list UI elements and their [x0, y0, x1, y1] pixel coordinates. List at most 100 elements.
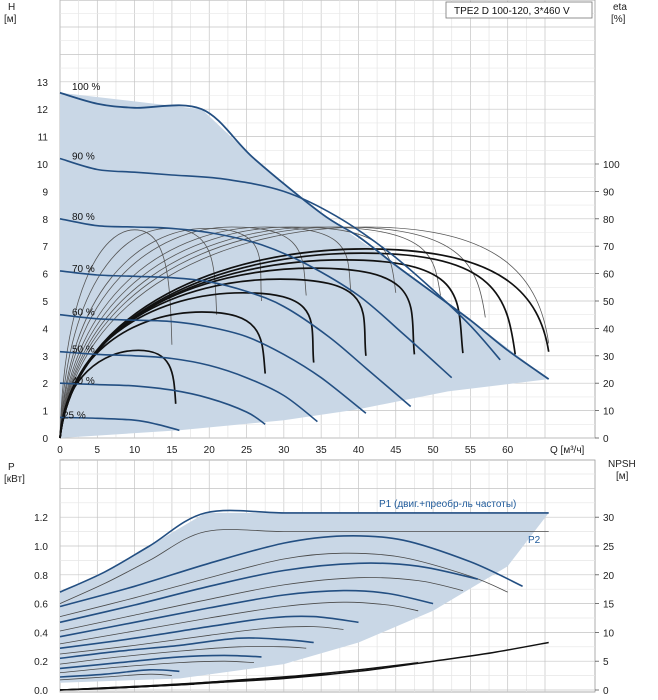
power-axis-title: P [8, 462, 15, 473]
head-tick-label: 6 [42, 270, 48, 281]
npsh-tick-label: 0 [603, 686, 609, 697]
npsh-tick-label: 10 [603, 628, 615, 639]
eta-curve-thin [59, 226, 352, 439]
speed-label: 60 % [72, 308, 95, 319]
eta-curve-thin [59, 226, 441, 439]
p1-series-label: P1 (двиг.+преобр-ль частоты) [379, 498, 516, 510]
head-tick-label: 4 [42, 324, 48, 335]
p1-curve [59, 637, 314, 660]
eta-curve-bold [59, 248, 550, 439]
p2-curve [59, 673, 172, 681]
speed-curve [59, 270, 412, 408]
eta-curve-thin [59, 226, 550, 439]
npsh-curves [59, 641, 549, 691]
speed-curve [59, 91, 550, 380]
eta-tick-label: 10 [603, 407, 615, 418]
head-tick-label: 8 [42, 215, 48, 226]
flow-tick-label: 50 [428, 445, 440, 456]
eta-tick-label: 70 [603, 242, 615, 253]
speed-curve [59, 382, 266, 425]
speed-labels: 100 % 90 % 80 % 70 % 60 % 50 % 40 % 25 % [63, 82, 100, 422]
p2-curve [59, 529, 549, 604]
flow-tick-label: 5 [95, 445, 101, 456]
flow-tick-label: 0 [57, 445, 63, 456]
head-tick-label: 10 [37, 160, 49, 171]
p2-curve [59, 646, 307, 665]
flow-x-ticks: 0 5 10 15 20 25 30 35 40 45 50 55 60 [57, 445, 513, 456]
p2-curve [59, 577, 463, 632]
p1-curve [59, 534, 523, 608]
speed-label: 90 % [72, 152, 95, 163]
eta-y-ticks: 0 10 20 30 40 50 60 70 80 90 100 [595, 160, 620, 445]
flow-tick-label: 25 [241, 445, 253, 456]
p2-curve [59, 601, 419, 645]
power-chart: 0.0 0.2 0.4 0.6 0.8 1.0 1.2 0 5 10 15 20 25 30 P [кВ… [4, 459, 636, 697]
flow-tick-label: 30 [278, 445, 290, 456]
p2-curve [59, 626, 344, 655]
npsh-axis-title: NPSH [608, 459, 636, 470]
eta-tick-label: 20 [603, 379, 615, 390]
flow-tick-label: 55 [465, 445, 477, 456]
head-axis-unit: [м] [4, 14, 17, 25]
head-tick-label: 7 [42, 242, 48, 253]
operating-range-area [60, 92, 549, 439]
power-tick-label: 0.8 [34, 571, 48, 582]
npsh-tick-label: 30 [603, 513, 615, 524]
eta-curve-thin [59, 227, 218, 439]
eta-tick-label: 50 [603, 297, 615, 308]
head-tick-label: 1 [42, 407, 48, 418]
npsh-tick-label: 15 [603, 600, 615, 611]
p1-curve [59, 562, 478, 624]
eta-curve-thin [59, 227, 262, 439]
flow-tick-label: 40 [353, 445, 365, 456]
eta-tick-label: 30 [603, 352, 615, 363]
eta-tick-label: 60 [603, 270, 615, 281]
p2-series-label: P2 [528, 535, 541, 546]
p1-curve [59, 654, 262, 670]
head-tick-label: 5 [42, 297, 48, 308]
head-tick-label: 9 [42, 187, 48, 198]
power-tick-label: 0.2 [34, 657, 48, 668]
chart-title: TPE2 D 100-120, 3*460 V [454, 6, 570, 17]
p2-curves [59, 529, 549, 681]
power-tick-label: 0.6 [34, 600, 48, 611]
power-axis-unit: [кВт] [4, 474, 25, 485]
eta-axis-title: eta [613, 2, 627, 13]
npsh-tick-label: 25 [603, 542, 615, 553]
flow-tick-label: 60 [502, 445, 514, 456]
p1-curves [59, 509, 549, 678]
power-tick-label: 1.0 [34, 542, 48, 553]
npsh-tick-label: 5 [603, 657, 609, 668]
chart-title-box [445, 1, 593, 19]
npsh-axis-unit: [м] [616, 471, 629, 482]
eta-tick-label: 0 [603, 434, 609, 445]
p2-curve [59, 660, 255, 674]
speed-label: 50 % [72, 345, 95, 356]
speed-curves [59, 91, 550, 432]
speed-curve [59, 416, 180, 432]
npsh-curve [59, 683, 195, 691]
eta-curve-thin [59, 226, 486, 439]
speed-label: 40 % [72, 376, 95, 387]
power-tick-label: 1.2 [34, 513, 48, 524]
p1-curve [59, 589, 434, 638]
power-y-ticks: 0.0 0.2 0.4 0.6 0.8 1.0 1.2 [34, 513, 48, 697]
head-tick-label: 2 [42, 379, 48, 390]
head-tick-label: 13 [37, 78, 49, 89]
npsh-tick-label: 20 [603, 571, 615, 582]
eta-tick-label: 40 [603, 324, 615, 335]
head-tick-label: 0 [42, 434, 48, 445]
flow-tick-label: 10 [129, 445, 141, 456]
head-tick-label: 11 [38, 133, 49, 144]
speed-curve [59, 157, 501, 361]
power-range-area [60, 512, 549, 683]
p1-curve [59, 615, 359, 649]
flow-tick-label: 15 [166, 445, 178, 456]
speed-label: 80 % [72, 212, 95, 223]
eta-tick-label: 100 [603, 160, 620, 171]
p1-curve [59, 509, 549, 593]
eta-curve-thin [59, 226, 397, 439]
flow-tick-label: 20 [204, 445, 216, 456]
eta-curve-bold [59, 252, 517, 439]
